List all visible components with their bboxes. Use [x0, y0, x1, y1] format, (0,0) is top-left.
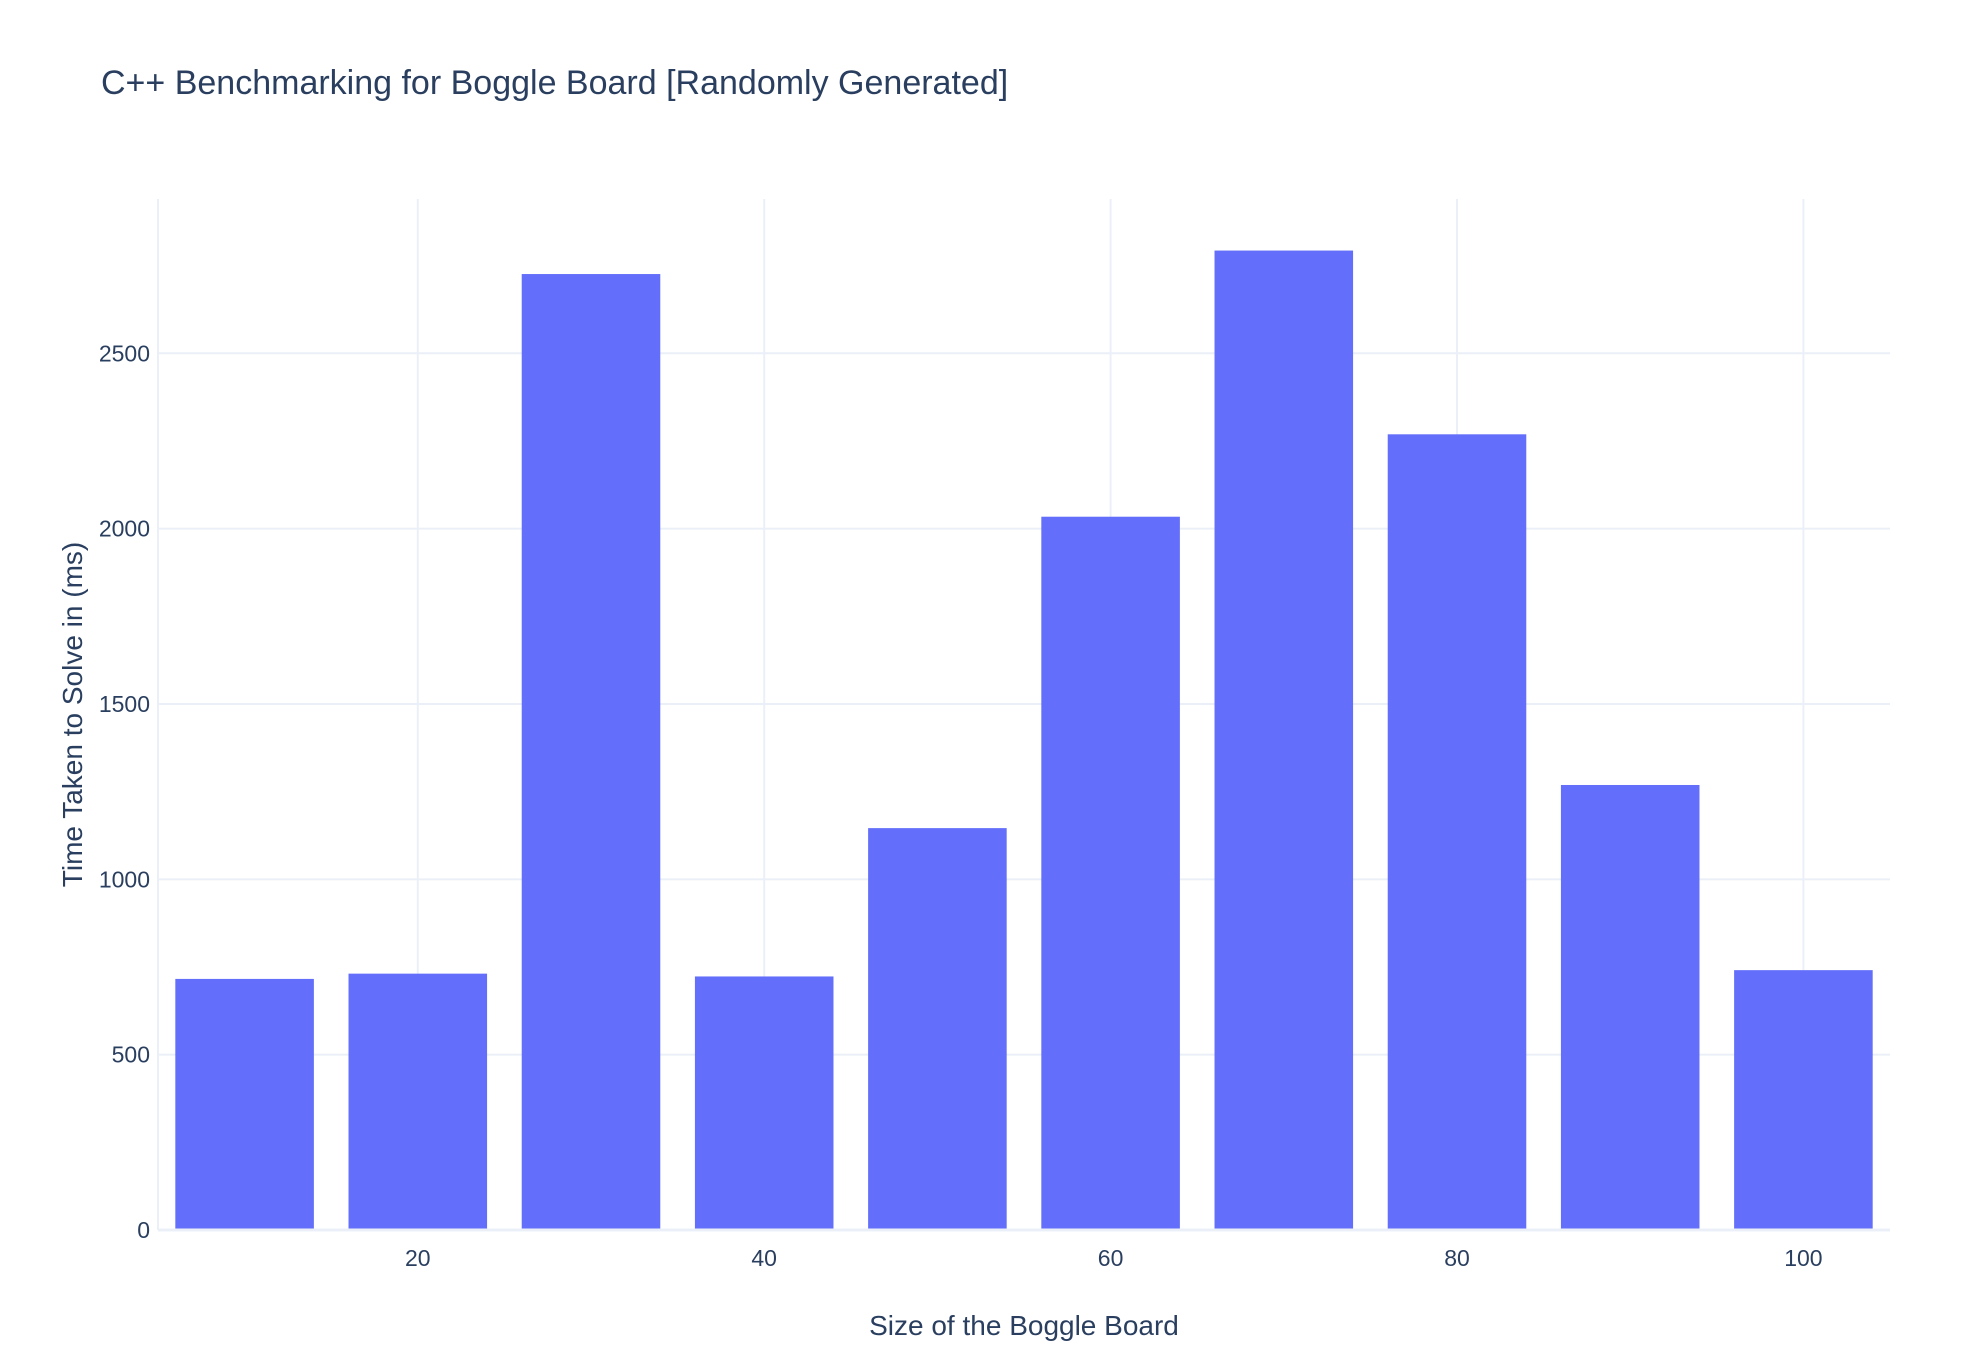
x-axis-title: Size of the Boggle Board: [869, 1310, 1179, 1341]
bar: [1560, 784, 1700, 1230]
y-tick-label: 2000: [99, 516, 150, 542]
bar: [348, 973, 488, 1230]
y-tick-label: 1000: [99, 866, 150, 892]
x-tick-label: 60: [1098, 1245, 1124, 1271]
chart-title: C++ Benchmarking for Boggle Board [Rando…: [101, 64, 1009, 102]
y-tick-label: 0: [137, 1217, 150, 1243]
bar: [175, 978, 314, 1230]
axis-layer: 0 500 1000 1500 2000 2500 20 40 60 80 100: [99, 340, 1890, 1271]
bar: [1387, 434, 1527, 1230]
bars-layer: [175, 250, 1873, 1231]
x-tick-label: 100: [1784, 1245, 1822, 1271]
bar: [1214, 250, 1354, 1231]
x-tick-label: 20: [405, 1245, 431, 1271]
bar: [1734, 970, 1873, 1230]
x-tick-label: 40: [751, 1245, 777, 1271]
bar: [1041, 516, 1180, 1230]
bar: [521, 274, 661, 1230]
x-tick-label: 80: [1444, 1245, 1470, 1271]
y-tick-label: 2500: [99, 340, 150, 366]
y-tick-label: 500: [112, 1042, 150, 1068]
y-tick-label: 1500: [99, 691, 150, 717]
bar: [868, 828, 1007, 1230]
bar: [694, 976, 834, 1230]
y-axis-title: Time Taken to Solve in (ms): [57, 542, 88, 887]
